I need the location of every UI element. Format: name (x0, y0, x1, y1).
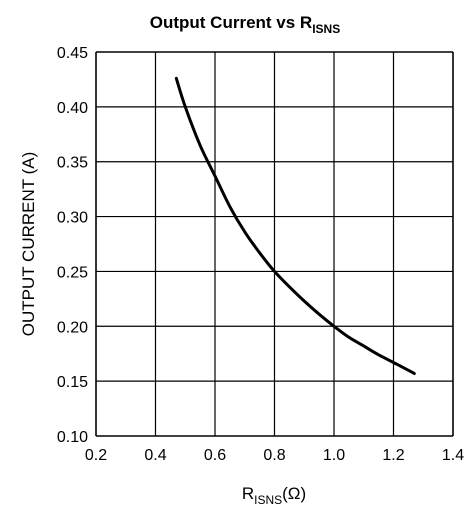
chart-title-main: Output Current vs R (150, 13, 312, 32)
x-tick-label: 1.4 (442, 447, 464, 464)
x-tick-labels: 0.2 0.4 0.6 0.8 1.0 1.2 1.4 (85, 447, 464, 464)
x-tick-label: 0.4 (144, 447, 166, 464)
x-axis-label-subscript: ISNS (254, 493, 282, 507)
chart-title: Output Current vs RISNS (150, 13, 340, 36)
y-tick-label: 0.20 (57, 319, 88, 336)
y-tick-label: 0.30 (57, 210, 88, 227)
x-axis-label: RISNS(Ω) (242, 484, 306, 507)
y-axis-label: OUTPUT CURRENT (A) (19, 152, 38, 337)
x-tick-label: 1.0 (323, 447, 345, 464)
y-tick-labels: 0.10 0.15 0.20 0.25 0.30 0.35 0.40 0.45 (57, 45, 88, 446)
x-tick-label: 0.2 (85, 447, 107, 464)
plot-grid (95, 51, 454, 437)
x-axis-label-unit: (Ω) (282, 484, 306, 503)
y-tick-label: 0.45 (57, 45, 88, 62)
x-tick-label: 0.6 (204, 447, 226, 464)
x-axis-label-main: R (242, 484, 254, 503)
y-tick-label: 0.15 (57, 374, 88, 391)
y-tick-label: 0.10 (57, 429, 88, 446)
output-current-curve (174, 76, 416, 375)
y-tick-label: 0.35 (57, 155, 88, 172)
y-tick-label: 0.40 (57, 100, 88, 117)
y-tick-label: 0.25 (57, 264, 88, 281)
x-tick-label: 0.8 (263, 447, 285, 464)
x-tick-label: 1.2 (382, 447, 404, 464)
chart-title-subscript: ISNS (312, 22, 340, 36)
